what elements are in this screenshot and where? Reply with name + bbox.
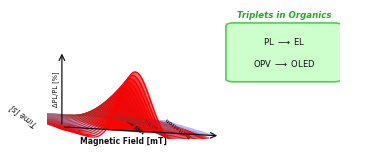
FancyBboxPatch shape <box>226 23 342 82</box>
Polygon shape <box>139 119 217 136</box>
Text: OPV $\longrightarrow$ OLED: OPV $\longrightarrow$ OLED <box>253 58 315 69</box>
Text: PL or EL: PL or EL <box>145 117 168 135</box>
Text: ΔPL/PL [%]: ΔPL/PL [%] <box>52 71 59 107</box>
Text: Excitation: Excitation <box>164 116 192 138</box>
Text: Time [s]: Time [s] <box>9 103 39 128</box>
Text: PL $\longrightarrow$ EL: PL $\longrightarrow$ EL <box>263 36 305 47</box>
Polygon shape <box>100 116 173 133</box>
Text: MW on: MW on <box>127 117 147 133</box>
Polygon shape <box>121 118 192 134</box>
Text: Magnetic Field [mT]: Magnetic Field [mT] <box>80 137 167 146</box>
Polygon shape <box>9 111 208 135</box>
Text: Triplets in Organics: Triplets in Organics <box>237 11 331 20</box>
